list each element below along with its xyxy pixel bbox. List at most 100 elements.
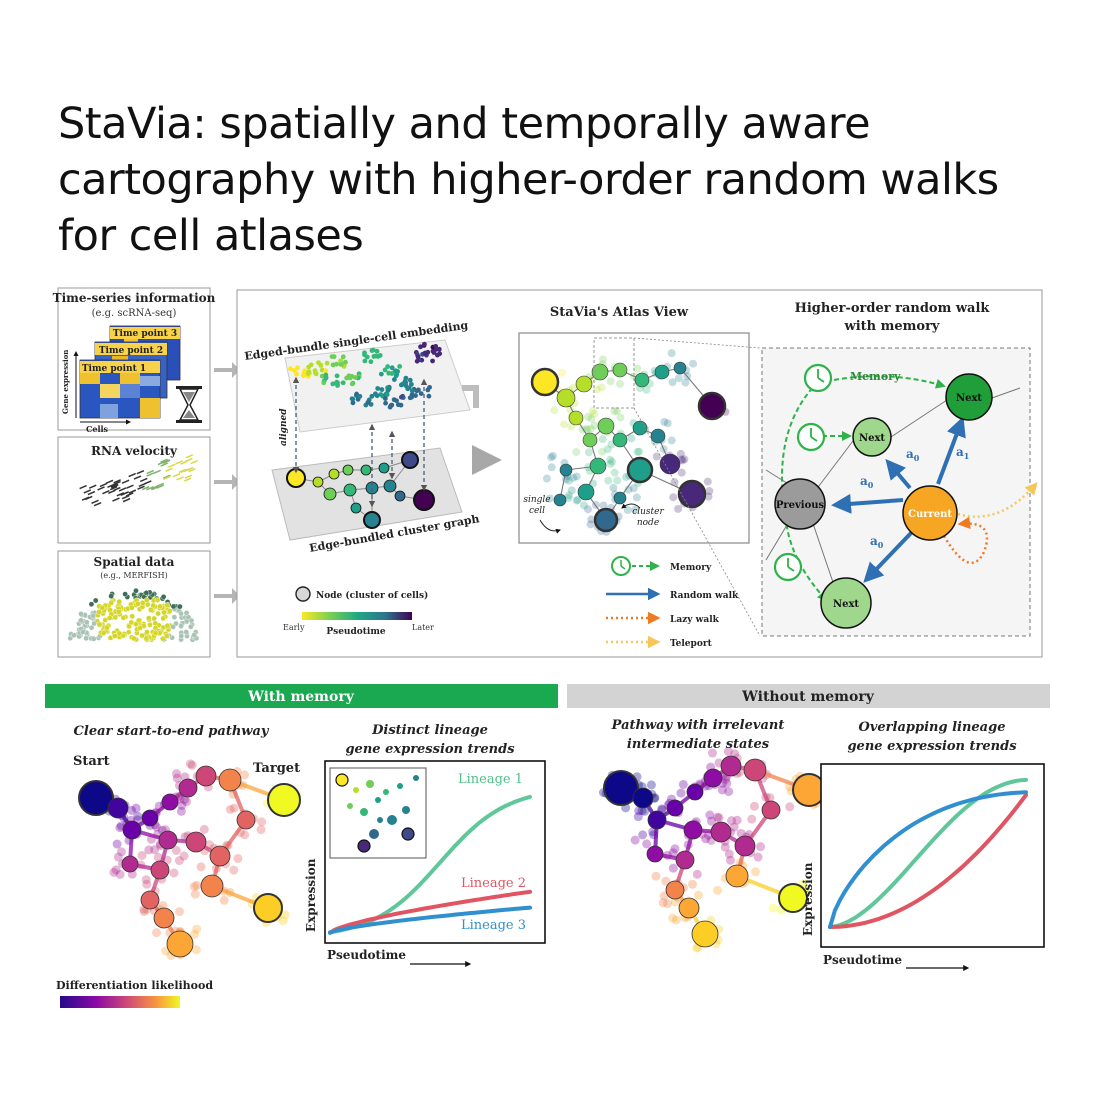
walk-title-2: with memory xyxy=(844,319,940,334)
graph-node xyxy=(734,835,756,857)
embedding-cell xyxy=(340,354,346,360)
velocity-arrow xyxy=(185,454,194,459)
velocity-arrow xyxy=(112,497,120,502)
embedding-cell xyxy=(340,380,346,386)
atlas-cell xyxy=(652,452,661,461)
cluster-node-label: cluster node xyxy=(632,507,664,528)
next-node-bottom-label: Next xyxy=(833,599,859,610)
graph-node xyxy=(185,831,207,853)
atlas-cell xyxy=(667,349,676,358)
graph-cell xyxy=(174,856,184,866)
graph-cell xyxy=(225,804,235,814)
graph-cell xyxy=(724,849,734,859)
walk-to-next-2 xyxy=(936,416,966,485)
graph-node xyxy=(691,920,719,948)
atlas-cell xyxy=(580,501,589,510)
atlas-cell xyxy=(608,457,617,466)
embedding-cell xyxy=(349,381,355,387)
inset-dot xyxy=(383,789,389,795)
chart-with-xlabel: Pseudotime xyxy=(327,948,406,962)
zoom-line-bottom xyxy=(633,407,761,637)
graph-cell xyxy=(278,916,288,926)
graph-cell xyxy=(189,929,199,939)
with-memory-graph xyxy=(78,759,302,960)
atlas-title: StaVia's Atlas View xyxy=(550,305,689,320)
graph-cell xyxy=(676,788,686,798)
graph-cell xyxy=(701,834,711,844)
graph-cell xyxy=(179,851,189,861)
embedding-cell xyxy=(426,393,432,399)
embedding-cell xyxy=(383,400,388,406)
embedding-cell xyxy=(425,387,431,393)
graph-cell xyxy=(185,759,195,769)
lineage-1-line xyxy=(828,777,1028,929)
graph-node xyxy=(178,778,198,798)
atlas-cell xyxy=(569,473,578,482)
embedding-cell xyxy=(437,351,443,357)
graph-cell xyxy=(219,895,229,905)
cluster-graph-plane xyxy=(271,447,463,541)
embedding-cell xyxy=(323,368,329,374)
graph-node xyxy=(153,907,175,929)
atlas-cell xyxy=(583,425,592,434)
graph-cell xyxy=(640,806,650,816)
gene-expression-label: Gene expression xyxy=(61,350,70,414)
embedding-cell xyxy=(400,381,406,387)
embedding-cell xyxy=(291,367,297,373)
spatial-dot xyxy=(143,635,150,642)
graph-cell xyxy=(112,839,122,849)
graph-cell xyxy=(756,842,766,852)
embedding-cell xyxy=(388,403,394,408)
graph-cell xyxy=(724,787,734,797)
graph-cell xyxy=(191,945,201,955)
graph-cell xyxy=(753,852,763,862)
atlas-arrow-1 xyxy=(462,385,479,408)
inset-dot xyxy=(353,787,359,793)
graph-cell xyxy=(693,890,703,900)
spatial-title: Spatial data xyxy=(94,555,175,569)
atlas-cell xyxy=(558,368,567,377)
legend-memory: Memory xyxy=(670,563,712,573)
graph-cell xyxy=(630,835,640,845)
velocity-arrow xyxy=(175,460,184,465)
velocity-arrow xyxy=(97,486,105,491)
atlas-cell xyxy=(606,459,615,468)
velocity-arrow xyxy=(150,485,159,490)
graph-cell xyxy=(720,842,730,852)
embedding-cell xyxy=(422,350,428,356)
embedding-cell xyxy=(386,386,392,391)
graph-node xyxy=(78,780,114,816)
graph-cell xyxy=(115,823,125,833)
velocity-arrow xyxy=(118,487,127,492)
atlas-cell xyxy=(573,495,582,504)
velocity-arrow xyxy=(136,470,145,475)
atlas-cell xyxy=(669,493,678,502)
graph-cell xyxy=(749,801,759,811)
graph-cell xyxy=(113,852,123,862)
with-memory-left-caption: Clear start-to-end pathway xyxy=(74,724,270,739)
velocity-arrow xyxy=(93,501,102,507)
graph-cell xyxy=(670,897,680,907)
atlas-cell xyxy=(668,378,677,387)
atlas-node xyxy=(632,420,648,436)
spatial-dot xyxy=(152,630,159,636)
cluster-node xyxy=(342,464,354,476)
graph-cell xyxy=(706,816,716,826)
graph-cell xyxy=(174,907,184,917)
embedding-cell xyxy=(407,377,413,383)
graph-cell xyxy=(280,910,290,920)
cluster-node xyxy=(360,464,372,476)
atlas-node xyxy=(577,483,595,501)
graph-cell xyxy=(115,869,125,879)
embedding-cell xyxy=(398,394,404,400)
velocity-arrow xyxy=(107,483,115,488)
spatial-dot xyxy=(91,620,97,627)
graph-node xyxy=(158,830,178,850)
atlas-node xyxy=(612,362,628,378)
without-memory-graph xyxy=(598,746,834,953)
atlas-node xyxy=(591,363,609,381)
chart-with-memory: Expression Pseudotime Lineage 1 Lineage … xyxy=(304,760,546,967)
graph-cell xyxy=(152,928,162,938)
velocity-arrow xyxy=(146,486,154,491)
